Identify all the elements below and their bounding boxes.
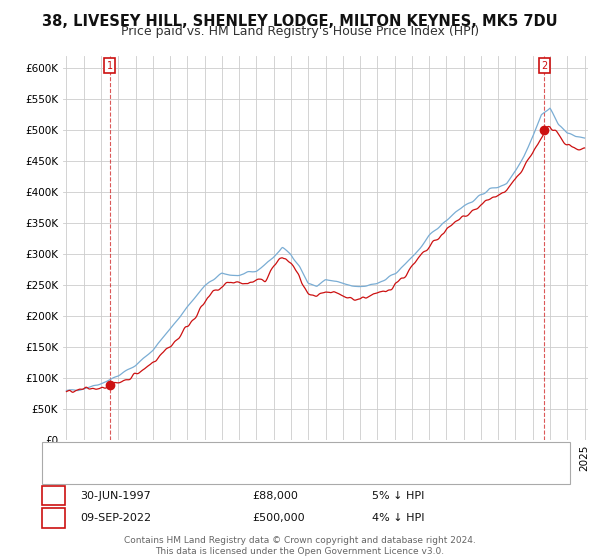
- Text: £88,000: £88,000: [252, 491, 298, 501]
- Text: 2: 2: [541, 60, 547, 71]
- Text: 4% ↓ HPI: 4% ↓ HPI: [372, 513, 425, 523]
- Text: HPI: Average price, detached house, Milton Keynes: HPI: Average price, detached house, Milt…: [105, 468, 389, 478]
- Text: £500,000: £500,000: [252, 513, 305, 523]
- Text: 1: 1: [50, 491, 57, 501]
- Text: 5% ↓ HPI: 5% ↓ HPI: [372, 491, 424, 501]
- Text: 38, LIVESEY HILL, SHENLEY LODGE, MILTON KEYNES, MK5 7DU (detached house): 38, LIVESEY HILL, SHENLEY LODGE, MILTON …: [105, 449, 554, 459]
- Text: 1: 1: [107, 60, 113, 71]
- Text: 09-SEP-2022: 09-SEP-2022: [80, 513, 151, 523]
- Text: 38, LIVESEY HILL, SHENLEY LODGE, MILTON KEYNES, MK5 7DU: 38, LIVESEY HILL, SHENLEY LODGE, MILTON …: [42, 14, 558, 29]
- Text: Price paid vs. HM Land Registry's House Price Index (HPI): Price paid vs. HM Land Registry's House …: [121, 25, 479, 38]
- Text: Contains HM Land Registry data © Crown copyright and database right 2024.
This d: Contains HM Land Registry data © Crown c…: [124, 536, 476, 556]
- Text: 30-JUN-1997: 30-JUN-1997: [80, 491, 151, 501]
- Text: 2: 2: [50, 513, 57, 523]
